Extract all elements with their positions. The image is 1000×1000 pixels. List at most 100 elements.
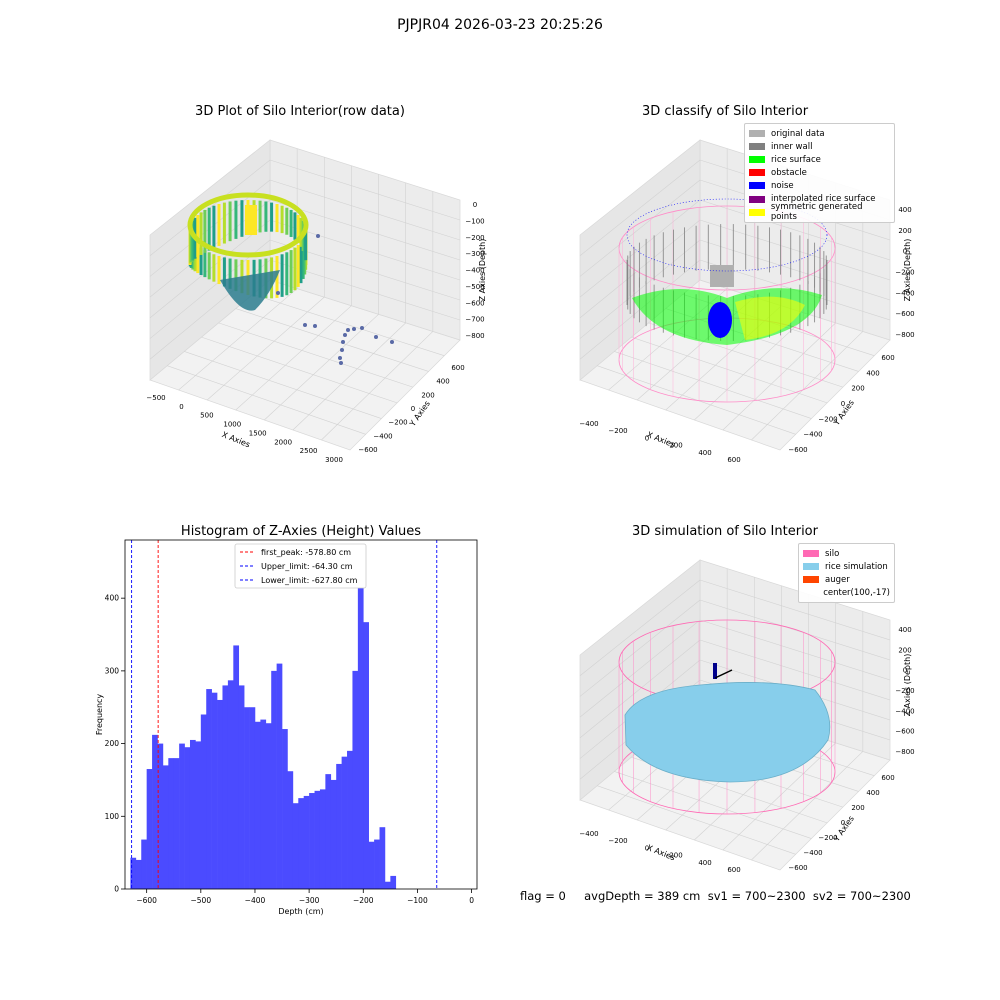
histogram-bar (195, 741, 202, 889)
histogram-bar (309, 793, 315, 889)
legend-label: inner wall (771, 141, 813, 152)
x-tick-label: 0 (179, 403, 183, 411)
y-axis-label: Frequency (95, 694, 104, 736)
grid-line (206, 296, 325, 401)
histogram-bar (282, 729, 288, 889)
x-tick-label: 600 (727, 866, 740, 874)
grid-line (614, 351, 812, 419)
grid-line (269, 159, 461, 221)
outlier-point (303, 323, 307, 327)
original-data-cluster (710, 265, 734, 287)
histogram-bar (130, 857, 137, 889)
x-tick-label: 500 (200, 412, 213, 420)
x-tick-label: −300 (299, 896, 320, 905)
grid-line (614, 771, 812, 839)
x-tick-label: 2000 (274, 438, 292, 446)
grid-line (235, 308, 429, 372)
histogram-bar (200, 714, 207, 889)
x-tick-label: −100 (407, 896, 428, 905)
grid-line (597, 785, 796, 855)
histogram-bar (379, 827, 386, 889)
grid-line (722, 742, 836, 851)
legend-swatch (749, 156, 765, 164)
z-tick-label: −100 (465, 217, 484, 225)
z-tick-label: −400 (895, 289, 914, 297)
grid-line (167, 365, 366, 435)
z-tick-label: 200 (898, 646, 911, 654)
x-axis-label: X Axies (646, 843, 677, 862)
z-tick-label: −800 (895, 331, 914, 339)
y-tick-label: −200 (818, 415, 837, 423)
x-tick-label: 400 (698, 859, 711, 867)
legend-label: auger (825, 574, 850, 585)
y-tick-label: −600 (788, 446, 807, 454)
y-axis-label: Y Axies (407, 399, 432, 429)
legend-label: center(100,-17) (823, 587, 890, 598)
legend-label: Upper_limit: -64.30 cm (261, 562, 353, 571)
y-tick-label: 200 (105, 739, 120, 748)
histogram-bar (222, 685, 229, 889)
plot-frame (124, 539, 478, 890)
z-axis-label: Z Axies (Depth) (903, 654, 912, 717)
grid-line (201, 336, 398, 404)
histogram-bar (303, 795, 310, 889)
legend-swatch (803, 576, 819, 584)
histogram-bar (260, 719, 267, 889)
legend-entry: rice surface (749, 153, 890, 166)
histogram-bar (319, 789, 326, 889)
histogram-bar (249, 707, 256, 889)
x-tick-label: 200 (669, 852, 682, 860)
grid-line (184, 351, 382, 419)
y-tick-label: 0 (114, 885, 119, 894)
grid-line (292, 322, 406, 431)
x-tick-label: 0 (469, 896, 474, 905)
grid-line (579, 599, 701, 697)
y-tick-label: 0 (841, 819, 845, 827)
histogram-bar (336, 763, 342, 889)
y-tick-label: −400 (803, 849, 822, 857)
z-tick-label: −800 (895, 748, 914, 756)
z-tick-label: −200 (465, 234, 484, 242)
z-tick-label: 400 (898, 626, 911, 634)
histogram-bar (184, 747, 191, 889)
y-tick-label: −200 (388, 419, 407, 427)
histogram-bar (233, 645, 240, 889)
classify-legend: original data inner wall rice surface obsta… (744, 123, 895, 223)
z-tick-label: −600 (465, 299, 484, 307)
x-tick-label: 200 (669, 442, 682, 450)
legend-entry: interpolated rice surface (749, 192, 890, 205)
grid-line (722, 322, 836, 431)
auger-arm (714, 669, 733, 679)
z-tick-label: −300 (465, 250, 484, 258)
histogram-bar (347, 750, 353, 889)
outlier-point (341, 340, 345, 344)
legend-label: symmetric generated points (770, 202, 863, 223)
grid-line (579, 619, 701, 718)
legend-label: interpolated rice surface (771, 194, 876, 205)
histogram-bar (292, 803, 299, 889)
grid-line (264, 314, 379, 421)
classify-plot-title: 3D classify of Silo Interior (641, 104, 809, 119)
z-tick-label: 400 (898, 206, 911, 214)
histogram-bar (271, 670, 277, 889)
histogram-bar (179, 743, 185, 889)
z-axis-label: Z Axies (Depth) (903, 239, 912, 302)
x-tick-label: 400 (698, 449, 711, 457)
histogram-bar (390, 875, 397, 889)
grid-line (751, 331, 864, 441)
outlier-point (346, 328, 350, 332)
grid-line (252, 294, 445, 356)
grid-line (694, 314, 809, 421)
y-tick-label: 400 (436, 378, 449, 386)
legend-entry: silo (803, 547, 890, 560)
x-axis-label: Depth (cm) (278, 907, 323, 916)
x-tick-label: 1000 (223, 421, 241, 429)
x-tick-label: −400 (245, 896, 266, 905)
legend-entry: auger (803, 573, 890, 586)
grid-line (579, 199, 701, 298)
status-footer: flag = 0 avgDepth = 389 cm sv1 = 700~230… (520, 889, 911, 903)
x-tick-label: 600 (727, 456, 740, 464)
x-tick-label: −200 (353, 896, 374, 905)
grid-line (699, 219, 891, 281)
outlier-point (313, 324, 317, 328)
